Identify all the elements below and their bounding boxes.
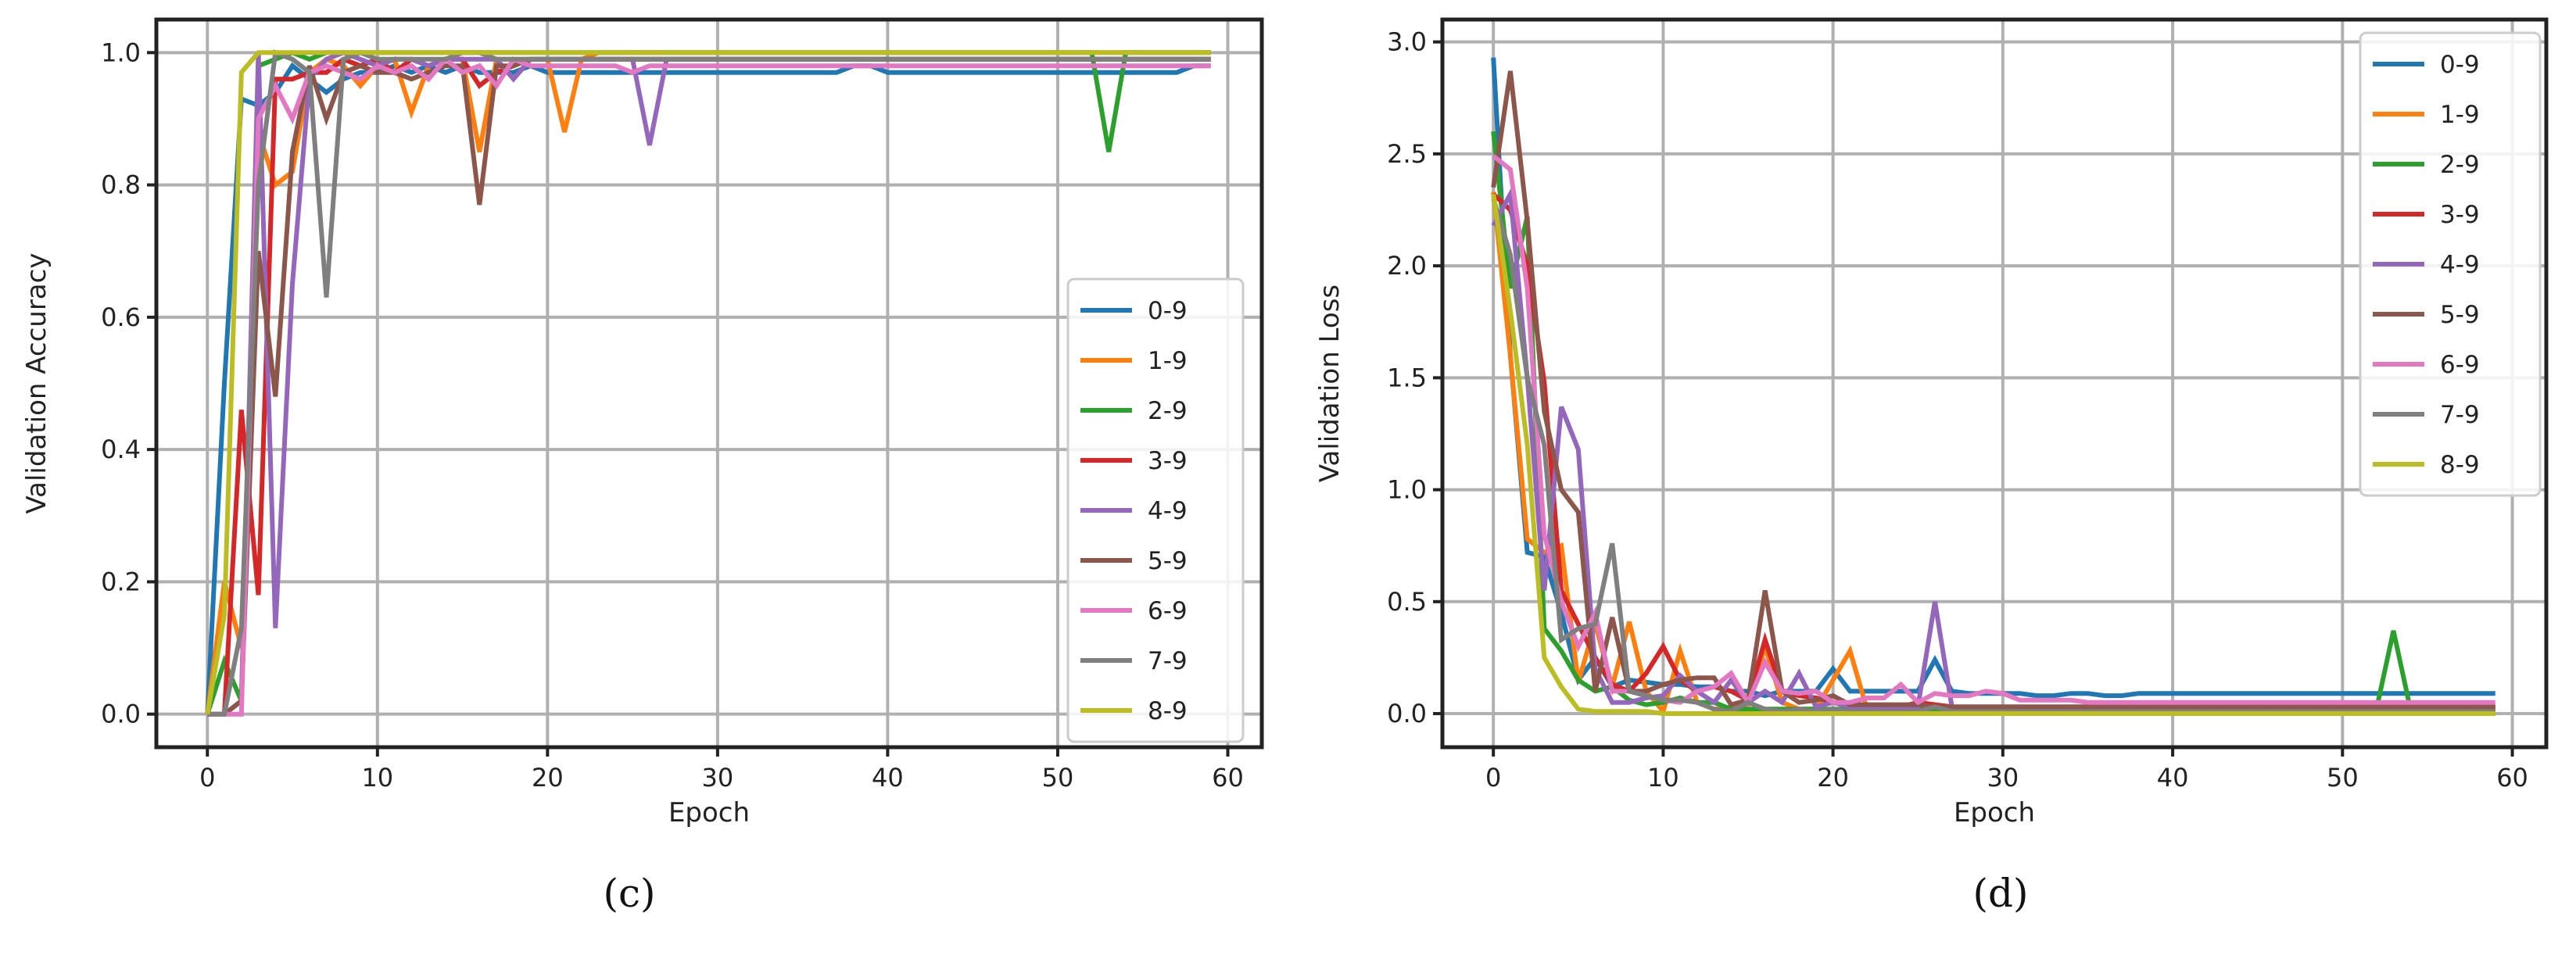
- y-tick-label: 0.6: [101, 302, 141, 332]
- legend-label: 8-9: [2440, 451, 2480, 479]
- y-tick-label: 0.8: [101, 170, 141, 200]
- series-line-6-9: [1492, 154, 2495, 708]
- series-line-8-9: [1491, 193, 2495, 716]
- legend-label: 4-9: [1148, 497, 1188, 525]
- x-tick-label: 60: [1212, 763, 1244, 793]
- legend-box: [1066, 277, 1245, 743]
- subfigure-caption: (d): [1972, 871, 2028, 916]
- y-tick-label: 2.5: [1387, 139, 1427, 169]
- legend-box: [2359, 31, 2542, 497]
- legend: 0-9 1-9 2-9 3-9 4-9 5-9 6-9 7-9 8-9: [1066, 277, 1245, 743]
- x-tick-label: 30: [702, 763, 734, 793]
- series-line-4-9: [207, 50, 1211, 717]
- legend: 0-9 1-9 2-9 3-9 4-9 5-9 6-9 7-9 8-9: [2359, 31, 2542, 497]
- subfigure-caption: (c): [603, 871, 655, 916]
- series-line-7-9: [207, 49, 1211, 717]
- legend-label: 3-9: [2440, 201, 2480, 229]
- x-tick-label: 20: [1817, 763, 1849, 793]
- series-line-5-9: [207, 56, 1211, 717]
- legend-label: 5-9: [2440, 301, 2480, 329]
- series-line-6-9: [207, 55, 1211, 717]
- legend-label: 2-9: [1148, 397, 1188, 425]
- y-tick-label: 0.5: [1387, 587, 1427, 617]
- x-tick-label: 0: [199, 763, 215, 793]
- x-tick-label: 30: [1987, 763, 2019, 793]
- legend-label: 6-9: [1148, 597, 1188, 625]
- x-tick-label: 40: [2157, 763, 2189, 793]
- series-line-5-9: [1491, 70, 2495, 710]
- legend-label: 4-9: [2440, 251, 2480, 279]
- series-line-1-9: [1491, 191, 2495, 717]
- x-tick-label: 40: [872, 763, 904, 793]
- series-line-3-9: [1492, 192, 2495, 710]
- series-line-2-9: [205, 50, 1211, 715]
- accuracy-chart: 0 10 20 30 40 50 60 0.0 0.2 0.4 0.6 0.8 1.0 Epoch Vali…: [21, 17, 1264, 916]
- legend-label: 3-9: [1148, 447, 1188, 475]
- y-tick-label: 1.5: [1387, 363, 1427, 392]
- y-axis-label: Validation Accuracy: [21, 253, 52, 514]
- legend-label: 7-9: [1148, 647, 1188, 675]
- legend-label: 8-9: [1148, 697, 1188, 725]
- legend-label: 1-9: [2440, 101, 2480, 129]
- series-line-2-9: [1491, 131, 2495, 712]
- y-tick-label: 0.2: [101, 567, 141, 596]
- y-axis-label: Validation Loss: [1314, 284, 1345, 482]
- y-tick-label: 1.0: [101, 38, 141, 67]
- y-tick-label: 3.0: [1387, 27, 1427, 57]
- plot-frame: [154, 17, 1264, 750]
- legend-label: 0-9: [1148, 297, 1188, 325]
- series-line-8-9: [205, 50, 1211, 715]
- x-tick-label: 60: [2496, 763, 2528, 793]
- series-line-0-9: [205, 62, 1211, 714]
- y-tick-label: 2.0: [1387, 251, 1427, 281]
- x-tick-label: 50: [1042, 763, 1074, 793]
- series-line-7-9: [1491, 198, 2495, 714]
- x-tick-label: 0: [1485, 763, 1501, 793]
- legend-label: 0-9: [2440, 51, 2480, 79]
- y-tick-label: 0.4: [101, 435, 141, 464]
- loss-chart: 0 10 20 30 40 50 60 0.0 0.5 1.0 1.5 2.0 2.5 3.0 Epoch V…: [1314, 17, 2549, 916]
- x-axis-label: Epoch: [1954, 797, 2035, 828]
- y-tick-label: 0.0: [101, 700, 141, 729]
- plot-frame: [1440, 17, 2549, 750]
- x-tick-label: 20: [532, 763, 564, 793]
- legend-label: 7-9: [2440, 401, 2480, 429]
- y-tick-label: 1.0: [1387, 475, 1427, 505]
- x-tick-label: 10: [1647, 763, 1679, 793]
- x-axis-label: Epoch: [668, 797, 750, 828]
- series-line-4-9: [1491, 186, 2495, 714]
- x-tick-label: 50: [2327, 763, 2359, 793]
- legend-label: 5-9: [1148, 547, 1188, 575]
- series-line-1-9: [205, 50, 1211, 715]
- y-tick-label: 0.0: [1387, 699, 1427, 728]
- legend-label: 2-9: [2440, 151, 2480, 179]
- x-tick-label: 10: [361, 763, 393, 793]
- legend-label: 6-9: [2440, 351, 2480, 379]
- legend-label: 1-9: [1148, 347, 1188, 375]
- series-line-3-9: [207, 56, 1211, 717]
